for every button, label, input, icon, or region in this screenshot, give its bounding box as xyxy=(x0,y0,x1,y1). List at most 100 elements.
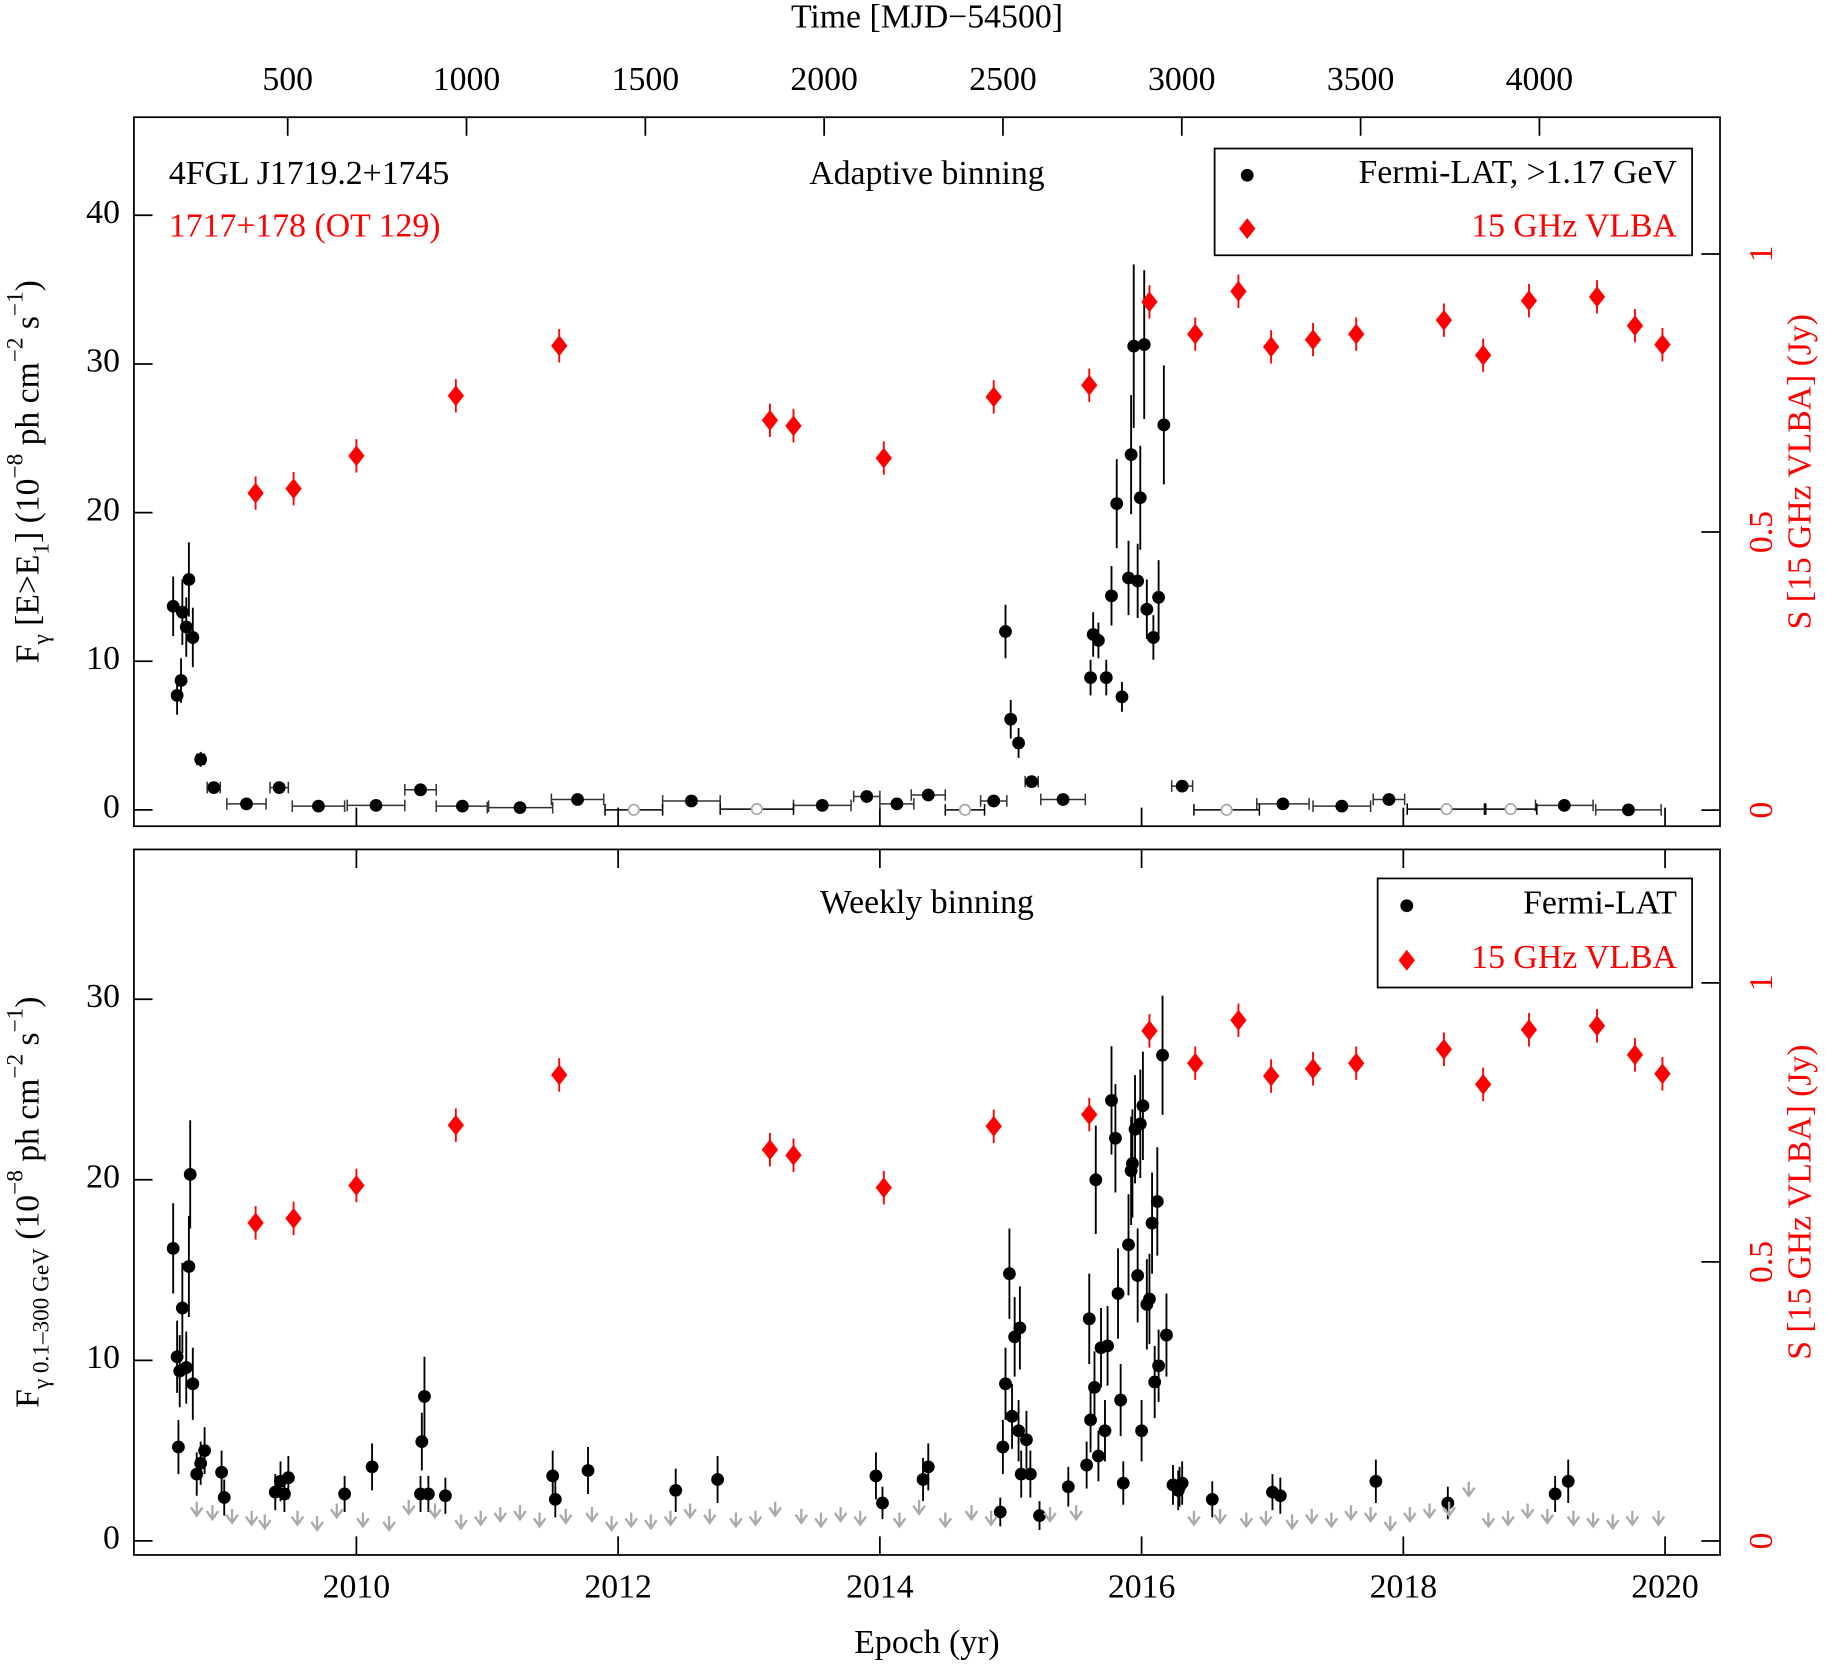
data-point xyxy=(1140,602,1154,616)
y-axis-title-part: −1 xyxy=(3,1008,29,1033)
data-point xyxy=(1369,1474,1383,1488)
data-point xyxy=(876,1496,889,1510)
data-point xyxy=(1012,736,1025,750)
x-tick-label: 2016 xyxy=(1108,1569,1176,1606)
legend-label: 15 GHz VLBA xyxy=(1471,207,1677,244)
data-point xyxy=(1109,1131,1122,1145)
data-point xyxy=(1504,803,1517,816)
upper-limit xyxy=(1540,1508,1555,1525)
y-axis-title: Fγ 0.1–300 GeV (10−8 ph cm−2 s−1) xyxy=(3,997,55,1408)
legend-box xyxy=(1376,877,1693,989)
y-axis-title-part: −8 xyxy=(3,1170,29,1195)
data-point xyxy=(1080,1458,1094,1472)
upper-limit xyxy=(329,1503,344,1520)
y2-tick-label: 0.5 xyxy=(1743,1241,1780,1283)
y-tick-label: 40 xyxy=(86,194,120,231)
y-axis-title-part: [E>E xyxy=(9,555,46,635)
data-point xyxy=(993,1505,1007,1519)
data-point xyxy=(1152,590,1166,604)
data-point xyxy=(1082,1312,1096,1326)
data-point xyxy=(1156,1048,1169,1062)
y-axis-title-part: ) xyxy=(9,280,46,291)
data-point xyxy=(1205,1492,1219,1506)
data-point xyxy=(985,1115,1002,1137)
y-tick-label: 30 xyxy=(86,343,120,380)
data-point xyxy=(1092,1449,1105,1463)
data-point xyxy=(455,799,469,813)
data-point xyxy=(418,1390,431,1403)
legend-box xyxy=(1213,147,1693,257)
data-point xyxy=(1152,1359,1166,1373)
data-point xyxy=(1005,1409,1019,1423)
x2-tick-label: 1000 xyxy=(433,61,501,98)
upper-limit xyxy=(1069,1505,1083,1522)
data-point xyxy=(1061,1480,1075,1494)
y2-axis-title: S [15 GHz VLBA] (Jy) xyxy=(1781,1045,1818,1360)
data-point xyxy=(869,1469,883,1483)
upper-limit xyxy=(1043,1507,1057,1524)
data-point xyxy=(1081,374,1098,396)
data-point xyxy=(1101,1339,1114,1353)
data-point xyxy=(1382,793,1396,806)
data-point xyxy=(921,788,935,802)
upper-limit xyxy=(794,1508,809,1525)
upper-limit xyxy=(683,1503,697,1520)
data-point xyxy=(1276,797,1290,811)
upper-limit xyxy=(1461,1481,1476,1498)
data-point xyxy=(281,1471,295,1485)
data-point xyxy=(985,386,1002,408)
upper-limit xyxy=(1403,1507,1417,1524)
plot-frame xyxy=(133,848,1721,1556)
y-axis-title-part: F xyxy=(9,645,46,664)
data-point xyxy=(1160,1328,1173,1342)
upper-limit xyxy=(702,1508,717,1525)
upper-limit xyxy=(428,1503,442,1520)
x2-tick-label: 500 xyxy=(262,61,313,98)
upper-limit xyxy=(1259,1510,1273,1527)
x-tick-label: 2020 xyxy=(1631,1569,1699,1606)
data-point xyxy=(1014,1467,1028,1481)
legend-marker xyxy=(1240,168,1254,182)
upper-limit xyxy=(1605,1514,1620,1531)
x2-tick-label: 3500 xyxy=(1327,61,1395,98)
data-point xyxy=(1520,1019,1538,1041)
data-point xyxy=(1475,344,1492,366)
upper-limit xyxy=(454,1514,468,1531)
data-point xyxy=(1115,690,1129,704)
upper-limit xyxy=(1344,1505,1358,1522)
upper-limit xyxy=(382,1516,396,1533)
data-point xyxy=(1098,1424,1112,1438)
data-point xyxy=(1116,1476,1130,1490)
data-point xyxy=(179,620,193,634)
y-axis-title-part: γ xyxy=(29,634,55,645)
data-point xyxy=(1135,1424,1149,1438)
data-point xyxy=(1131,1269,1145,1282)
upper-limit xyxy=(1304,1508,1319,1525)
data-point xyxy=(1127,339,1141,353)
data-point xyxy=(182,573,196,586)
data-point xyxy=(285,1207,302,1229)
upper-limit xyxy=(225,1508,239,1525)
y2-tick-label: 1 xyxy=(1743,246,1780,263)
data-point xyxy=(1099,671,1113,684)
data-point xyxy=(1654,334,1671,356)
y-axis-title-part: −8 xyxy=(3,454,29,479)
data-point xyxy=(1622,803,1635,817)
data-point xyxy=(513,801,527,815)
data-point xyxy=(1520,290,1538,312)
data-point xyxy=(182,1260,196,1273)
y-tick-label: 30 xyxy=(86,978,120,1015)
data-point xyxy=(312,799,325,813)
data-point xyxy=(369,799,383,812)
y-tick-label: 20 xyxy=(86,491,120,528)
data-point xyxy=(1588,286,1606,308)
legend-label: 15 GHz VLBA xyxy=(1471,939,1677,976)
data-point xyxy=(1131,574,1145,588)
data-point xyxy=(1548,1487,1562,1501)
upper-limit xyxy=(290,1510,305,1527)
data-point xyxy=(571,793,584,806)
data-point xyxy=(414,783,427,797)
data-point xyxy=(1440,803,1453,816)
upper-limit xyxy=(748,1510,763,1527)
